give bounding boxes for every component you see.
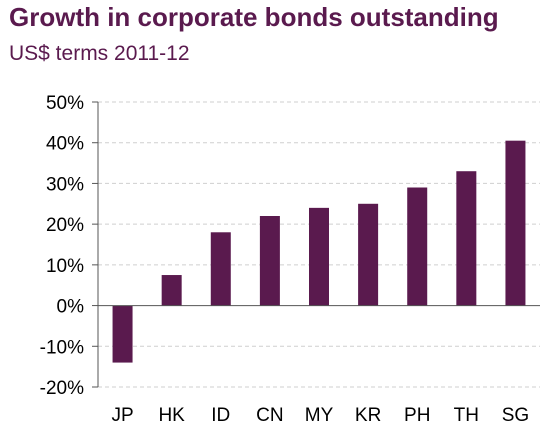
bar-kr [358, 203, 379, 306]
y-tick-label: 0% [57, 297, 85, 318]
y-tick-label: -20% [40, 378, 84, 399]
bar-id [210, 232, 231, 306]
y-tick-label: -10% [40, 337, 84, 358]
bar-hk [161, 275, 182, 306]
y-tick-label: 40% [46, 134, 84, 155]
x-tick-label: CN [256, 405, 283, 426]
bar-sg [505, 140, 526, 306]
y-tick-label: 10% [46, 256, 84, 277]
chart-subtitle: US$ terms 2011-12 [9, 42, 190, 65]
x-tick-label: SG [502, 405, 529, 426]
bar-cn [259, 216, 280, 306]
x-tick-label: JP [111, 405, 133, 426]
x-tick-label: MY [305, 405, 334, 426]
chart-title: Growth in corporate bonds outstanding [9, 2, 499, 32]
x-tick-label: ID [211, 405, 230, 426]
x-tick-label: KR [355, 405, 381, 426]
x-tick-label: HK [158, 405, 185, 426]
y-tick-label: 20% [46, 215, 84, 236]
bar-jp [112, 305, 133, 363]
x-tick-label: PH [404, 405, 430, 426]
bar-my [309, 207, 329, 306]
bar-th [456, 171, 477, 306]
bar-ph [407, 187, 428, 306]
y-tick-label: 50% [46, 93, 84, 114]
x-tick-label: TH [454, 405, 479, 426]
y-tick-label: 30% [46, 174, 84, 195]
